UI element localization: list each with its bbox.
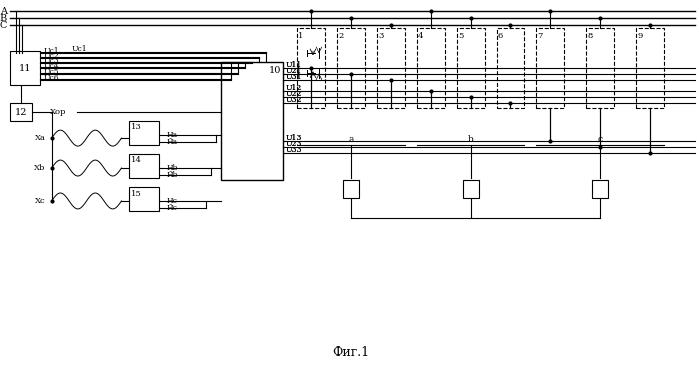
Text: A: A	[0, 7, 7, 16]
Text: 1: 1	[298, 32, 303, 40]
Text: U31: U31	[286, 73, 303, 81]
Text: 7: 7	[538, 32, 543, 40]
Text: 11: 11	[18, 64, 31, 73]
Bar	[297, 28, 325, 108]
Text: U33: U33	[286, 146, 303, 154]
Text: U21: U21	[286, 67, 302, 75]
Text: Нc: Нc	[166, 197, 178, 205]
Text: U21: U21	[286, 67, 302, 75]
Text: Uc4: Uc4	[43, 62, 59, 70]
Text: 12: 12	[15, 108, 27, 117]
Bar	[592, 180, 608, 198]
Bar	[456, 28, 484, 108]
Text: 14: 14	[131, 156, 142, 164]
Text: Хb: Хb	[34, 164, 45, 172]
Text: Фиг.1: Фиг.1	[332, 346, 370, 359]
Text: U32: U32	[286, 96, 303, 104]
Bar	[10, 51, 40, 85]
Text: U22: U22	[286, 90, 302, 98]
Text: Хa: Хa	[35, 134, 45, 142]
Text: U33: U33	[286, 146, 303, 154]
Text: 13: 13	[131, 123, 142, 131]
Bar	[129, 154, 159, 178]
Text: a: a	[348, 135, 354, 144]
Bar	[586, 28, 614, 108]
Text: c: c	[598, 135, 603, 144]
Bar	[337, 28, 365, 108]
Text: Хс: Хс	[35, 197, 45, 205]
Text: U31: U31	[286, 73, 303, 81]
Bar	[10, 103, 31, 121]
Bar	[636, 28, 664, 108]
Text: 9: 9	[637, 32, 643, 40]
Bar	[129, 121, 159, 145]
Text: U23: U23	[286, 140, 303, 148]
Text: Н̄c: Н̄c	[166, 204, 178, 212]
Text: U23: U23	[286, 140, 303, 148]
Text: 6: 6	[498, 32, 503, 40]
Bar	[496, 28, 524, 108]
Text: 15: 15	[131, 190, 142, 198]
Text: Uc2: Uc2	[43, 52, 59, 60]
Text: Н̄b: Н̄b	[166, 171, 178, 179]
Text: U12: U12	[286, 84, 302, 92]
Text: 2: 2	[338, 32, 343, 40]
Text: b: b	[468, 135, 473, 144]
Bar	[417, 28, 445, 108]
Text: Uc1: Uc1	[43, 47, 59, 55]
Text: U12: U12	[286, 84, 302, 92]
Bar	[221, 62, 283, 180]
Bar	[377, 28, 405, 108]
Text: 8: 8	[588, 32, 593, 40]
Text: 10: 10	[269, 66, 281, 75]
Text: B: B	[0, 14, 7, 23]
Text: Uc3: Uc3	[43, 57, 59, 65]
Text: Хор: Хор	[50, 108, 66, 116]
Text: U22: U22	[286, 90, 302, 98]
Text: 4: 4	[418, 32, 424, 40]
Text: C: C	[0, 21, 7, 30]
Text: Uc5: Uc5	[43, 68, 59, 76]
Text: Uc6: Uc6	[43, 74, 59, 82]
Text: U13: U13	[286, 134, 303, 142]
Text: Н̄a: Н̄a	[166, 138, 178, 146]
Text: 5: 5	[458, 32, 463, 40]
Bar	[129, 187, 159, 211]
Text: U11: U11	[286, 61, 302, 69]
Text: Нa: Нa	[166, 131, 178, 139]
Text: Uc1: Uc1	[71, 46, 87, 53]
Text: U11: U11	[286, 61, 302, 69]
Text: 3: 3	[378, 32, 384, 40]
Bar	[536, 28, 564, 108]
Bar	[343, 180, 359, 198]
Text: U13: U13	[286, 134, 303, 142]
Bar	[463, 180, 479, 198]
Text: U32: U32	[286, 96, 303, 104]
Text: Нb: Нb	[166, 164, 178, 172]
